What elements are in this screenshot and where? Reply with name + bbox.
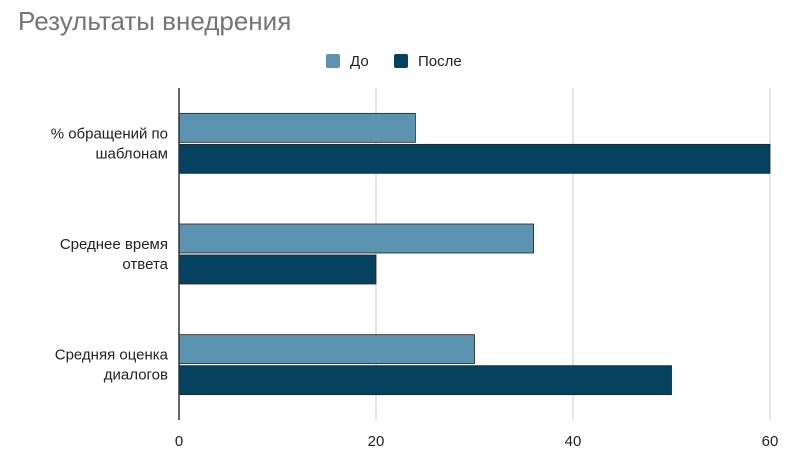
grid: [375, 88, 771, 420]
category-label: диалогов: [104, 367, 168, 384]
category-label: шаблонам: [96, 145, 169, 162]
bar-after-1: [178, 254, 377, 285]
bar-after-2: [178, 365, 672, 396]
category-label: Средняя оценка: [55, 347, 169, 364]
legend-label-1: После: [418, 53, 462, 70]
x-tick-label: 20: [368, 433, 385, 450]
legend: До После: [326, 53, 462, 70]
chart-title: Результаты внедрения: [18, 6, 291, 36]
category-label: % обращений по: [51, 125, 168, 142]
category-labels: % обращений по шаблонам Среднее время ответ…: [51, 125, 169, 383]
bar-before-0: [178, 112, 416, 143]
legend-swatch-0: [326, 54, 340, 68]
x-tick-label: 60: [762, 433, 779, 450]
category-label: ответа: [122, 256, 168, 273]
legend-swatch-1: [394, 54, 408, 68]
bar-before-2: [178, 334, 475, 365]
category-label: Среднее время: [60, 236, 168, 253]
legend-label-0: До: [350, 53, 369, 70]
x-tick-label: 0: [175, 433, 183, 450]
bar-after-0: [178, 143, 771, 174]
bars: [178, 112, 771, 396]
x-tick-label: 40: [565, 433, 582, 450]
x-tick-labels: 0 20 40 60: [175, 433, 779, 450]
bar-before-1: [178, 223, 535, 254]
